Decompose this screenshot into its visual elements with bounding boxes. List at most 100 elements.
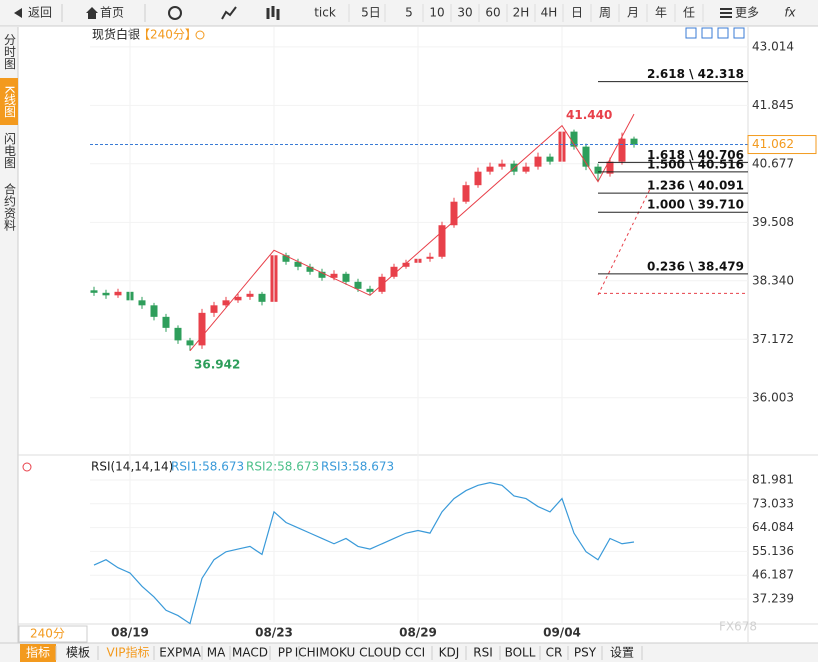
fib-label: 1.618 \ 40.706 <box>647 148 744 162</box>
tabs-bg <box>0 643 818 662</box>
fib-guide <box>597 184 653 296</box>
candle-body <box>330 273 338 278</box>
candle-body <box>306 266 314 272</box>
period-icon <box>195 30 205 40</box>
candle-body <box>390 266 398 277</box>
zigzag-line <box>189 113 635 352</box>
candle-body <box>354 281 362 289</box>
candle-body <box>210 305 218 313</box>
indicator-tab[interactable]: 模板 <box>66 646 90 660</box>
side-tab[interactable]: K线图 <box>3 86 17 118</box>
candle-body <box>234 296 242 301</box>
indicator-tab[interactable]: KDJ <box>439 646 460 660</box>
candle-body <box>90 290 98 293</box>
indicator-tab[interactable]: 设置 <box>610 646 634 660</box>
y-tick-label: 40.677 <box>752 156 794 170</box>
y-tick-label: 37.172 <box>752 332 794 346</box>
period-button[interactable]: 年 <box>655 6 667 20</box>
period-button[interactable]: 5 <box>405 6 413 20</box>
indicator-tab[interactable]: MA <box>207 646 226 660</box>
fib-label: 0.236 \ 38.479 <box>647 259 744 273</box>
y-tick-label: 37.239 <box>752 591 794 605</box>
tab-active <box>20 644 56 662</box>
candle-body <box>606 161 614 174</box>
rsi-legend: RSI1:58.673 <box>171 460 244 474</box>
last-price-label: 41.062 <box>752 137 794 151</box>
fib-label: 1.000 \ 39.710 <box>647 198 744 212</box>
rsi-title: RSI(14,14,14) <box>91 460 173 474</box>
fib-label: 1.236 \ 40.091 <box>647 179 744 193</box>
indicator-tab[interactable]: PP <box>278 646 292 660</box>
period-button[interactable]: 任 <box>683 6 695 20</box>
period-button[interactable]: 日 <box>571 6 583 20</box>
candle-body <box>486 166 494 172</box>
more-icon <box>720 8 732 18</box>
indicator-tab[interactable]: EXPMA <box>159 646 201 660</box>
x-tick-label: 08/29 <box>399 626 437 640</box>
indicator-tab[interactable]: PSY <box>574 646 597 660</box>
period-button[interactable]: 30 <box>457 6 472 20</box>
candle-icon <box>266 6 280 20</box>
candle-body <box>246 293 254 297</box>
candle-body <box>498 163 506 167</box>
period-button[interactable]: 2H <box>513 6 530 20</box>
candle-body <box>474 171 482 186</box>
candle-body <box>462 185 470 202</box>
candle-body <box>186 340 194 346</box>
indicator-tab[interactable]: RSI <box>473 646 493 660</box>
x-tick-label: 08/23 <box>255 626 293 640</box>
candle-body <box>114 291 122 296</box>
indicator-tab[interactable]: MACD <box>232 646 268 660</box>
rsi-icon <box>22 462 32 472</box>
candle-body <box>522 166 530 172</box>
tool-icons <box>685 27 745 39</box>
y-tick-label: 73.033 <box>752 496 794 510</box>
y-tick-label: 36.003 <box>752 390 794 404</box>
back-icon <box>14 8 22 18</box>
side-tab[interactable]: 合约资料 <box>3 182 17 231</box>
candle-body <box>282 255 290 262</box>
indicator-tab[interactable]: CR <box>546 646 563 660</box>
toolbar-bg <box>0 0 818 26</box>
period-button[interactable]: 周 <box>599 6 611 20</box>
y-tick-label: 81.981 <box>752 472 794 486</box>
period-button[interactable]: tick <box>314 6 336 20</box>
price-annotation: 36.942 <box>194 357 240 371</box>
candle-body <box>450 201 458 226</box>
indicator-tab[interactable]: ICHIMOKU CLOUD <box>295 646 402 660</box>
period-button[interactable]: 月 <box>627 6 639 20</box>
period-label[interactable]: 240分 <box>30 627 65 641</box>
candle-body <box>582 146 590 167</box>
period-button[interactable]: 10 <box>429 6 444 20</box>
period-button[interactable]: 5日 <box>361 6 381 20</box>
candle-body <box>102 292 110 296</box>
more-button[interactable]: 更多 <box>735 6 759 20</box>
side-tab[interactable]: 分时图 <box>3 33 17 69</box>
indicator-tab[interactable]: BOLL <box>505 646 536 660</box>
x-tick-label: 09/04 <box>543 626 581 640</box>
price-annotation: 41.440 <box>566 108 612 122</box>
back-button[interactable]: 返回 <box>28 6 52 20</box>
candle-body <box>426 256 434 259</box>
x-tick-label: 08/19 <box>111 626 149 640</box>
candle-body <box>138 300 146 306</box>
chart-period: 【240分】 <box>138 28 197 42</box>
fx-button[interactable]: fx <box>784 6 796 20</box>
side-tab[interactable]: 闪电图 <box>3 132 17 168</box>
watermark: FX678 <box>719 620 757 634</box>
indicator-tab[interactable]: VIP指标 <box>107 645 150 660</box>
home-button[interactable]: 首页 <box>100 6 124 20</box>
sidebar-bg <box>0 27 18 662</box>
y-tick-label: 43.014 <box>752 39 794 53</box>
candle-body <box>342 273 350 282</box>
y-tick-label: 39.508 <box>752 215 794 229</box>
period-button[interactable]: 60 <box>485 6 500 20</box>
indicator-tab[interactable]: 指标 <box>26 645 50 660</box>
rsi-legend: RSI2:58.673 <box>246 460 319 474</box>
indicator-tab[interactable]: CCI <box>405 646 425 660</box>
candle-body <box>402 262 410 267</box>
period-button[interactable]: 4H <box>541 6 558 20</box>
candle-body <box>174 327 182 341</box>
